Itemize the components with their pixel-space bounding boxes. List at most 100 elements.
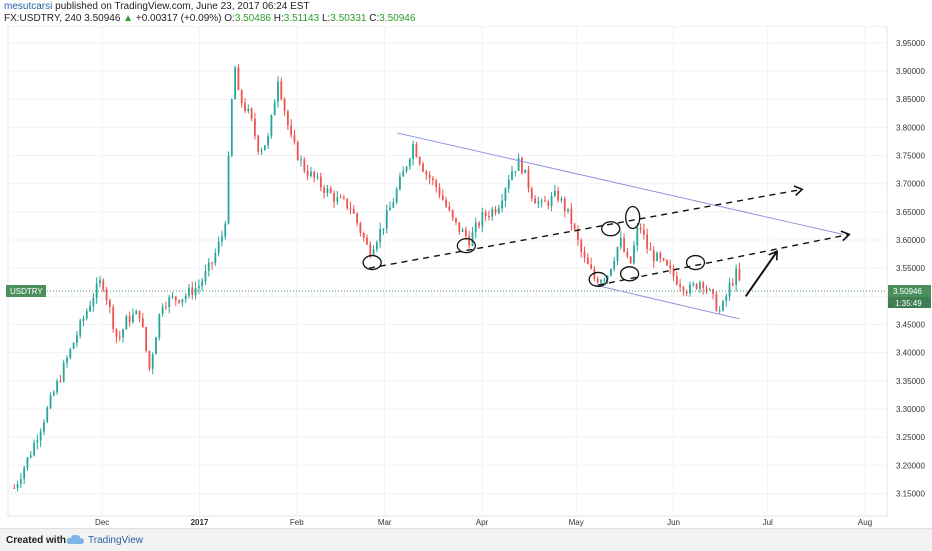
candle-body [702, 282, 705, 289]
candle-body [191, 287, 194, 295]
candle-body [306, 170, 309, 176]
candle-body [178, 300, 180, 303]
candle-body [695, 283, 698, 289]
candle-body [234, 67, 237, 100]
candle-body [418, 157, 421, 164]
candle-body [16, 483, 19, 488]
y-tick-label: 3.70000 [896, 180, 925, 189]
open-value: 3.50486 [234, 13, 271, 24]
candle-body [553, 190, 556, 196]
candle-body [712, 289, 714, 294]
tradingview-cloud-icon [66, 534, 84, 544]
candle-body [626, 251, 629, 257]
candle-body [286, 111, 289, 126]
x-tick-label: Mar [378, 518, 392, 527]
symbol-label: FX:USDTRY, 240 [4, 13, 82, 24]
candle-body [211, 262, 213, 264]
candle-body [303, 159, 306, 171]
candle-body [227, 155, 230, 224]
arrowhead-upper [793, 185, 804, 197]
candle-body [52, 392, 55, 396]
last-value: 3.50946 [84, 13, 121, 24]
y-tick-label: 3.25000 [896, 433, 925, 442]
candle-body [59, 381, 62, 383]
candle-body [609, 268, 612, 276]
up-triangle-icon: ▲ [123, 13, 134, 24]
candle-body [333, 193, 335, 202]
x-tick-label: Apr [476, 518, 489, 527]
candle-body [395, 189, 398, 203]
candle-body [280, 81, 283, 99]
candle-body [504, 188, 507, 201]
candle-body [537, 201, 540, 204]
candle-body [468, 236, 471, 246]
candle-body [389, 207, 391, 211]
candle-body [619, 237, 622, 248]
author-link[interactable]: mesutcarsi [4, 1, 53, 12]
candle-body [412, 144, 415, 160]
candle-body [112, 306, 115, 329]
candle-body [669, 265, 672, 269]
candle-body [343, 197, 345, 199]
candle-body [603, 279, 606, 281]
candle-body [46, 407, 49, 423]
candle-body [165, 306, 167, 308]
candle-body [527, 169, 530, 189]
countdown-label: 1:35:49 [895, 299, 922, 308]
footer-bar: Created with TradingView [0, 528, 932, 551]
y-tick-label: 3.85000 [896, 95, 925, 104]
candle-body [230, 99, 233, 156]
candle-body [293, 135, 296, 142]
candle-body [76, 335, 78, 343]
candle-body [422, 163, 424, 172]
y-tick-label: 3.35000 [896, 377, 925, 386]
candle-body [491, 209, 494, 217]
candle-body [507, 179, 510, 189]
high-label: H: [273, 13, 284, 24]
candle-body [69, 348, 72, 358]
candle-body [698, 282, 701, 289]
candle-body [277, 81, 279, 102]
candle-body [692, 283, 695, 286]
candle-body [362, 233, 365, 238]
candle-body [82, 318, 85, 321]
candle-body [66, 357, 68, 363]
candle-body [428, 174, 431, 179]
open-label: O: [224, 13, 235, 24]
candle-body [722, 300, 724, 311]
candle-body [718, 310, 721, 312]
x-tick-label: Jul [763, 518, 773, 527]
candle-body [448, 206, 451, 211]
candle-body [257, 135, 260, 152]
candle-body [484, 212, 487, 216]
candle-body [188, 287, 190, 296]
candle-body [725, 296, 728, 301]
close-label: C: [369, 13, 380, 24]
candle-body [596, 278, 599, 283]
y-tick-label: 3.60000 [896, 236, 925, 245]
candle-body [372, 249, 375, 256]
price-chart[interactable]: 3.15000 3.20000 3.25000 3.30000 3.35000 3.400… [0, 26, 932, 528]
ohlc-legend: FX:USDTRY, 240 3.50946 ▲ +0.00317 (+0.09… [4, 13, 415, 24]
candle-body [89, 305, 91, 312]
candle-body [349, 208, 352, 210]
x-tick-label: 2017 [191, 518, 209, 527]
candle-body [145, 326, 148, 351]
candle-body [577, 229, 579, 241]
candle-body [530, 188, 533, 199]
candle-body [267, 136, 269, 146]
candle-body [547, 201, 550, 207]
candle-body [326, 188, 329, 194]
candle-body [550, 195, 553, 207]
circle-marker [588, 271, 608, 288]
candle-body [224, 223, 227, 237]
tradingview-brand[interactable]: TradingView [88, 535, 144, 546]
channel-lower-line [594, 284, 740, 320]
candle-body [99, 280, 101, 284]
candle-body [586, 257, 589, 265]
candle-body [128, 316, 131, 323]
candle-body [445, 199, 447, 207]
publish-info: published on TradingView.com, June 23, 2… [55, 1, 310, 12]
candle-body [438, 187, 441, 196]
candle-body [382, 228, 385, 230]
